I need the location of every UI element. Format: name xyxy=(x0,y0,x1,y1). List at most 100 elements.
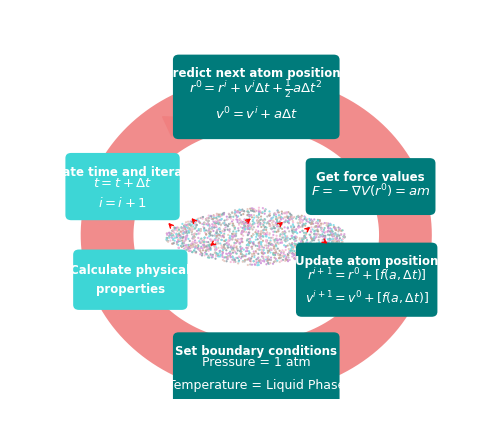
Point xyxy=(286,249,294,256)
Point xyxy=(287,247,295,254)
Point xyxy=(322,222,330,229)
Point xyxy=(314,216,322,224)
Point xyxy=(180,229,188,236)
Point xyxy=(302,246,310,253)
Point xyxy=(239,218,247,225)
Point xyxy=(240,211,248,218)
Point xyxy=(254,246,262,253)
Point xyxy=(299,216,307,224)
Point xyxy=(312,241,320,248)
Point xyxy=(201,229,209,236)
Point xyxy=(218,253,226,260)
Point xyxy=(301,245,309,252)
Point xyxy=(175,230,183,237)
Point xyxy=(255,232,263,239)
Point xyxy=(212,233,220,240)
Point xyxy=(228,235,236,242)
Point xyxy=(225,227,233,234)
Point xyxy=(312,220,320,227)
Point xyxy=(234,216,241,224)
Point xyxy=(254,255,262,262)
Point xyxy=(177,233,185,240)
Point xyxy=(234,260,242,267)
Point xyxy=(181,226,189,233)
Point xyxy=(298,227,306,234)
Point xyxy=(211,250,219,257)
Point xyxy=(273,217,281,224)
Text: Update time and iteration: Update time and iteration xyxy=(36,166,209,179)
Point xyxy=(243,256,251,263)
Point xyxy=(278,210,286,217)
Point xyxy=(258,241,266,249)
Point xyxy=(291,237,299,245)
Point xyxy=(226,244,234,251)
Point xyxy=(306,224,314,231)
Point xyxy=(212,215,220,222)
Point xyxy=(250,214,258,221)
Point xyxy=(276,215,284,222)
Point xyxy=(330,223,338,230)
Point xyxy=(256,258,264,265)
Point xyxy=(244,231,252,238)
Point xyxy=(272,258,280,265)
Point xyxy=(314,248,322,255)
Point xyxy=(246,220,254,228)
Point xyxy=(286,240,294,247)
Point xyxy=(290,248,298,255)
Point xyxy=(271,251,279,258)
Point xyxy=(228,244,236,251)
Point xyxy=(270,212,278,219)
Point xyxy=(186,247,194,254)
Point xyxy=(326,237,334,244)
Point xyxy=(234,207,242,215)
Point xyxy=(327,236,335,243)
Point xyxy=(221,254,229,261)
Point xyxy=(214,226,222,233)
Point xyxy=(220,231,228,238)
Point xyxy=(226,234,234,241)
Point xyxy=(169,237,177,244)
Point xyxy=(185,246,193,254)
Point xyxy=(205,221,213,228)
Point xyxy=(274,257,281,264)
Point xyxy=(238,207,246,214)
Point xyxy=(281,210,289,217)
Point xyxy=(255,240,263,247)
Point xyxy=(305,250,313,257)
Point xyxy=(196,228,204,235)
Point xyxy=(264,259,272,267)
Point xyxy=(171,226,179,233)
Point xyxy=(306,241,314,248)
Point xyxy=(228,247,236,254)
Point xyxy=(234,238,242,246)
Point xyxy=(204,220,212,227)
Point xyxy=(289,230,297,237)
Point xyxy=(243,241,251,249)
Point xyxy=(270,238,278,246)
Point xyxy=(334,237,342,244)
Point xyxy=(288,250,296,257)
Point xyxy=(216,211,224,218)
Point xyxy=(282,229,290,236)
Point xyxy=(208,215,216,223)
Point xyxy=(192,242,200,250)
Point xyxy=(250,238,258,246)
Point xyxy=(283,213,291,220)
Point xyxy=(212,233,220,241)
Point xyxy=(226,226,234,233)
Point xyxy=(298,243,306,250)
Point xyxy=(214,244,222,251)
Point xyxy=(276,233,284,240)
Point xyxy=(192,220,200,227)
Point xyxy=(278,208,286,215)
Point xyxy=(317,233,325,240)
Point xyxy=(312,227,320,234)
Point xyxy=(210,214,218,221)
Point xyxy=(184,221,192,228)
Point xyxy=(178,234,186,241)
Point xyxy=(255,208,263,215)
Point xyxy=(306,219,314,226)
Point xyxy=(284,234,292,241)
Point xyxy=(267,225,275,232)
Point xyxy=(322,243,330,250)
